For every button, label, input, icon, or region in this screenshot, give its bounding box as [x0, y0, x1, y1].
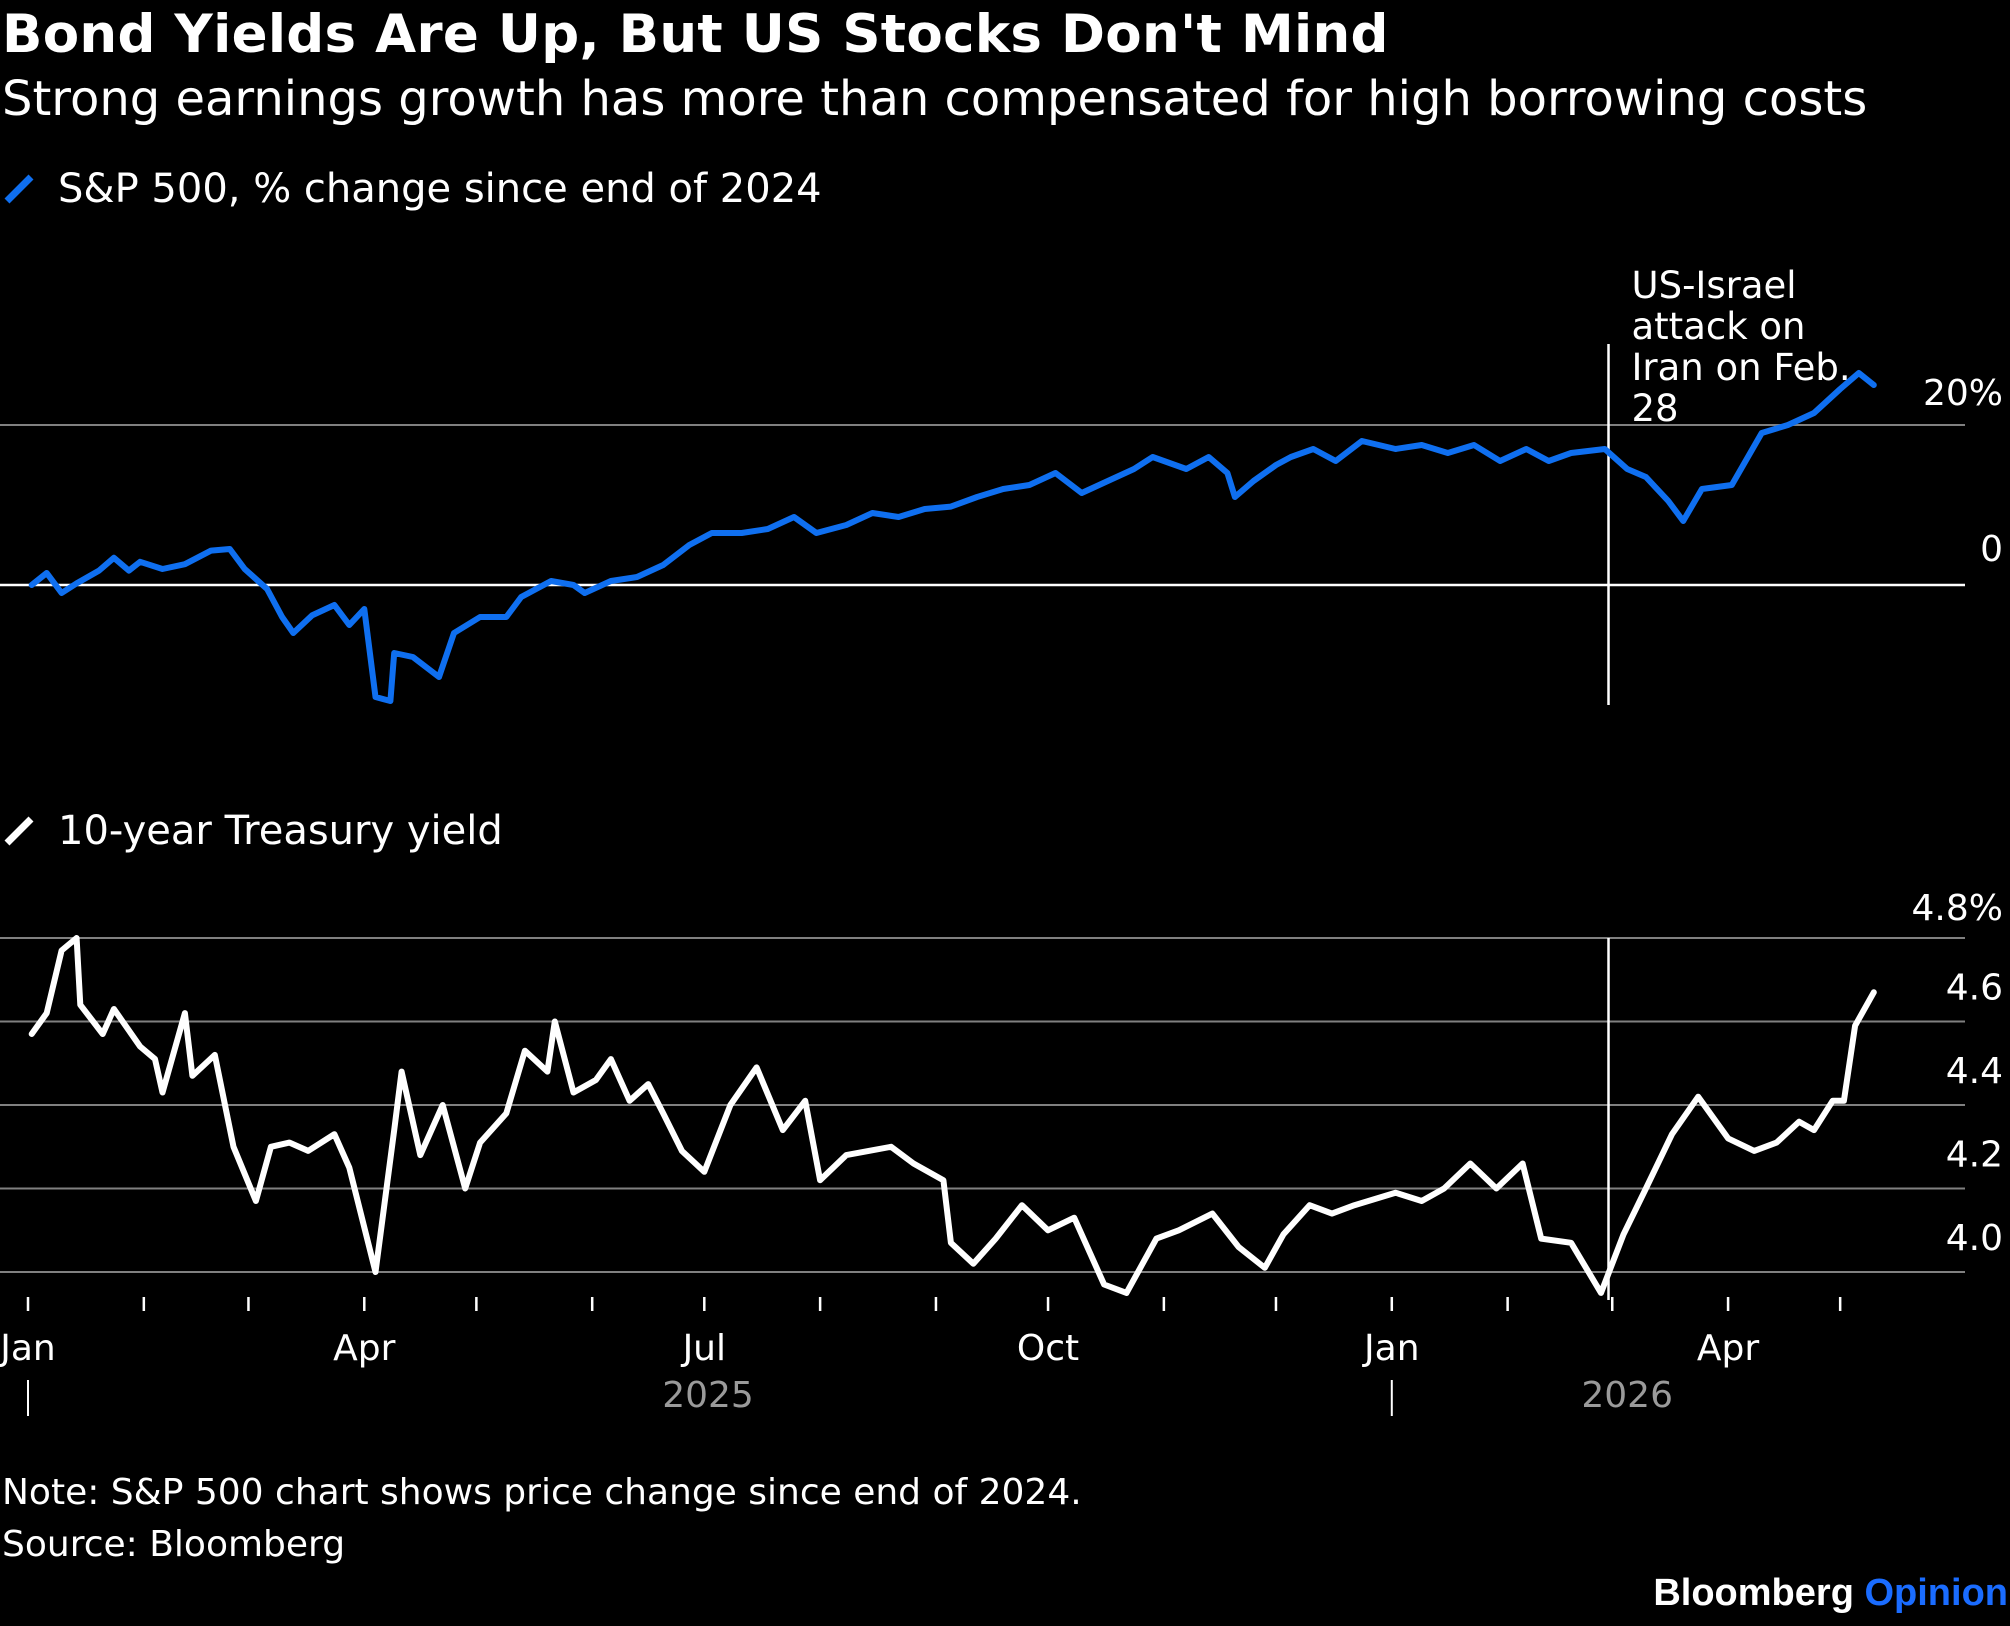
legend-sp500-label: S&P 500, % change since end of 2024	[58, 166, 822, 212]
legend-treasury-label: 10-year Treasury yield	[58, 808, 503, 854]
treasury-tick-label: 4.8%	[1912, 888, 2003, 929]
annotation-text: US-Israel	[1632, 264, 1797, 307]
chart-source: Source: Bloomberg	[2, 1524, 346, 1565]
x-tick-label: Jan	[0, 1328, 56, 1369]
x-tick-label: Jan	[1362, 1328, 1420, 1369]
year-label: 2025	[662, 1375, 754, 1416]
brand-suffix: Opinion	[1864, 1572, 2008, 1614]
sp500-tick-label: 20%	[1923, 373, 2003, 414]
bloomberg-opinion-logo: Bloomberg Opinion	[1653, 1572, 2008, 1615]
chart-subtitle: Strong earnings growth has more than com…	[2, 71, 1868, 127]
x-axis: Jan Apr Jul Oct Jan Apr 2025 2026	[0, 1297, 1842, 1416]
annotation-text: Iran on Feb.	[1632, 346, 1851, 389]
chart-title: Bond Yields Are Up, But US Stocks Don't …	[2, 4, 1389, 65]
x-tick-label: Apr	[1697, 1328, 1759, 1369]
treasury-line	[28, 935, 1877, 1296]
treasury-tick-label: 4.4	[1946, 1051, 2003, 1092]
treasury-tick-label: 4.0	[1946, 1218, 2003, 1259]
treasury-tick-label: 4.2	[1946, 1135, 2003, 1176]
brand-name: Bloomberg	[1653, 1572, 1854, 1614]
treasury-tick-label: 4.6	[1946, 968, 2003, 1009]
legend-sp500: S&P 500, % change since end of 2024	[2, 164, 822, 214]
x-tick-label: Apr	[333, 1328, 395, 1369]
legend-treasury: 10-year Treasury yield	[2, 806, 503, 856]
legend-sp500-swatch	[4, 174, 34, 204]
year-label: 2026	[1581, 1375, 1673, 1416]
x-tick-label: Jul	[681, 1328, 726, 1369]
x-tick-label: Oct	[1017, 1328, 1079, 1369]
sp500-tick-label: 0	[1980, 529, 2003, 570]
annotation-text: 28	[1632, 387, 1679, 430]
sp500-line	[28, 370, 1877, 704]
chart-note: Note: S&P 500 chart shows price change s…	[2, 1472, 1082, 1513]
annotation-text: attack on	[1632, 305, 1806, 348]
treasury-panel: 4.0 4.2 4.4 4.6 4.8%	[0, 888, 2003, 1300]
legend-treasury-swatch	[4, 816, 34, 846]
